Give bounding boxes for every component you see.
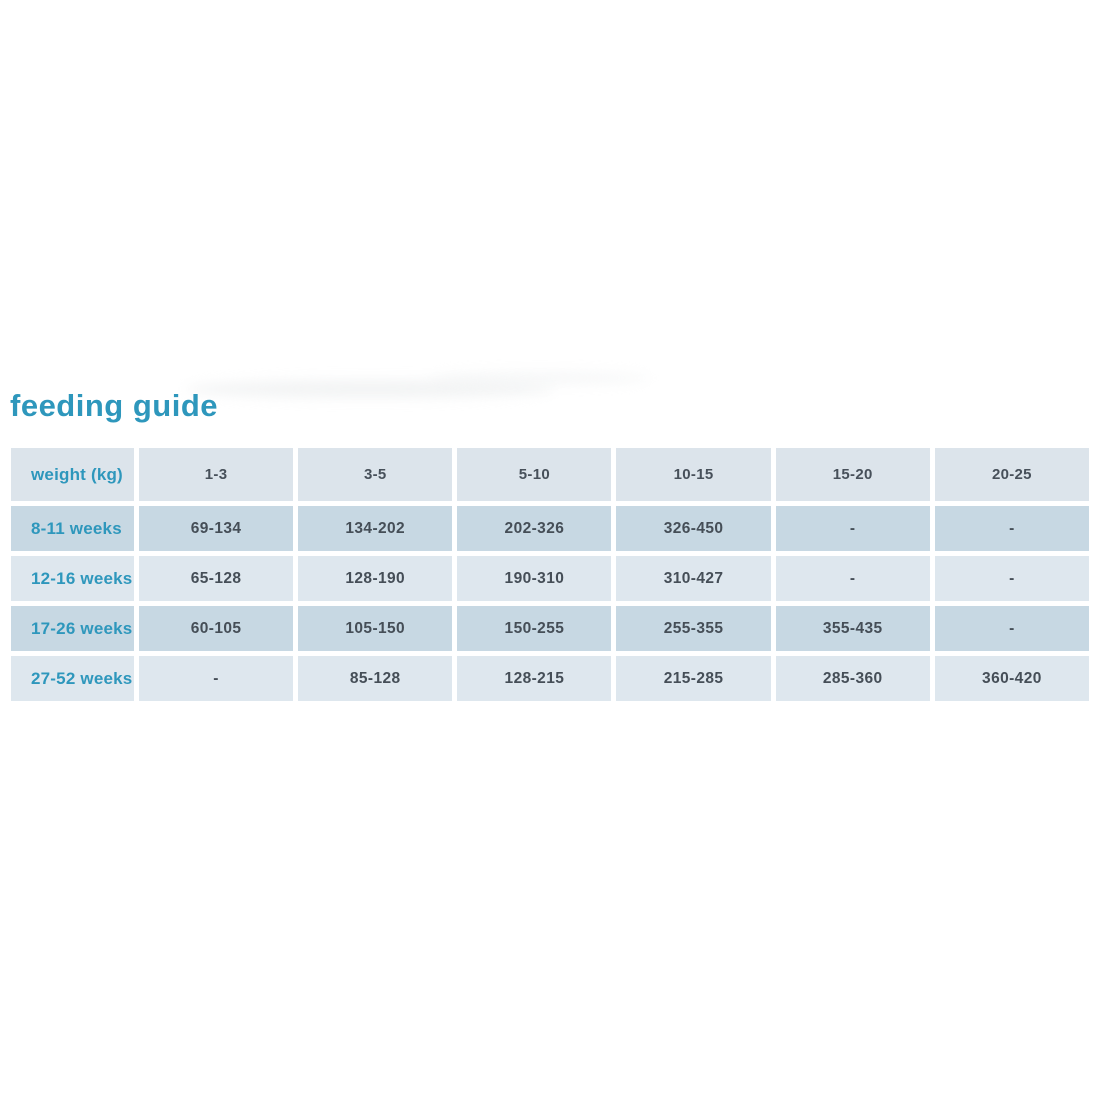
table-cell: 105-150 xyxy=(298,606,453,651)
table-cell: 134-202 xyxy=(298,506,453,551)
table-cell: 60-105 xyxy=(139,606,294,651)
table-cell: 215-285 xyxy=(616,656,771,701)
table-row-17-26-weeks: 17-26 weeks 60-105 105-150 150-255 255-3… xyxy=(11,606,1089,651)
page-title: feeding guide xyxy=(10,388,218,423)
table-row-8-11-weeks: 8-11 weeks 69-134 134-202 202-326 326-45… xyxy=(11,506,1089,551)
column-header-1-3: 1-3 xyxy=(139,448,294,501)
column-header-10-15: 10-15 xyxy=(616,448,771,501)
row-label: 27-52 weeks xyxy=(11,656,134,701)
table-cell: - xyxy=(775,506,930,551)
table-cell: 360-420 xyxy=(934,656,1089,701)
row-label: 8-11 weeks xyxy=(11,506,134,551)
column-header-5-10: 5-10 xyxy=(457,448,612,501)
table-cell: 128-215 xyxy=(457,656,612,701)
row-label: 12-16 weeks xyxy=(11,556,134,601)
table-cell: - xyxy=(934,506,1089,551)
table-cell: 355-435 xyxy=(775,606,930,651)
table-cell: 128-190 xyxy=(298,556,453,601)
photo-edge-artifact xyxy=(430,372,650,384)
table-cell: - xyxy=(934,606,1089,651)
table-cell: 85-128 xyxy=(298,656,453,701)
table-row-27-52-weeks: 27-52 weeks - 85-128 128-215 215-285 285… xyxy=(11,656,1089,701)
table-cell: 190-310 xyxy=(457,556,612,601)
table-cell: 326-450 xyxy=(616,506,771,551)
table-cell: 310-427 xyxy=(616,556,771,601)
table-cell: 69-134 xyxy=(139,506,294,551)
table-row-12-16-weeks: 12-16 weeks 65-128 128-190 190-310 310-4… xyxy=(11,556,1089,601)
table-cell: 202-326 xyxy=(457,506,612,551)
column-header-20-25: 20-25 xyxy=(934,448,1089,501)
photo-edge-artifact xyxy=(185,380,555,398)
column-header-weight-kg: weight (kg) xyxy=(11,448,134,501)
column-header-15-20: 15-20 xyxy=(775,448,930,501)
feeding-guide-table: weight (kg) 1-3 3-5 5-10 10-15 15-20 20-… xyxy=(6,443,1094,706)
table-header-row: weight (kg) 1-3 3-5 5-10 10-15 15-20 20-… xyxy=(11,448,1089,501)
table-cell: 65-128 xyxy=(139,556,294,601)
table-cell: 285-360 xyxy=(775,656,930,701)
table-cell: 255-355 xyxy=(616,606,771,651)
table-cell: 150-255 xyxy=(457,606,612,651)
column-header-3-5: 3-5 xyxy=(298,448,453,501)
table-cell: - xyxy=(139,656,294,701)
table-cell: - xyxy=(934,556,1089,601)
row-label: 17-26 weeks xyxy=(11,606,134,651)
table-cell: - xyxy=(775,556,930,601)
